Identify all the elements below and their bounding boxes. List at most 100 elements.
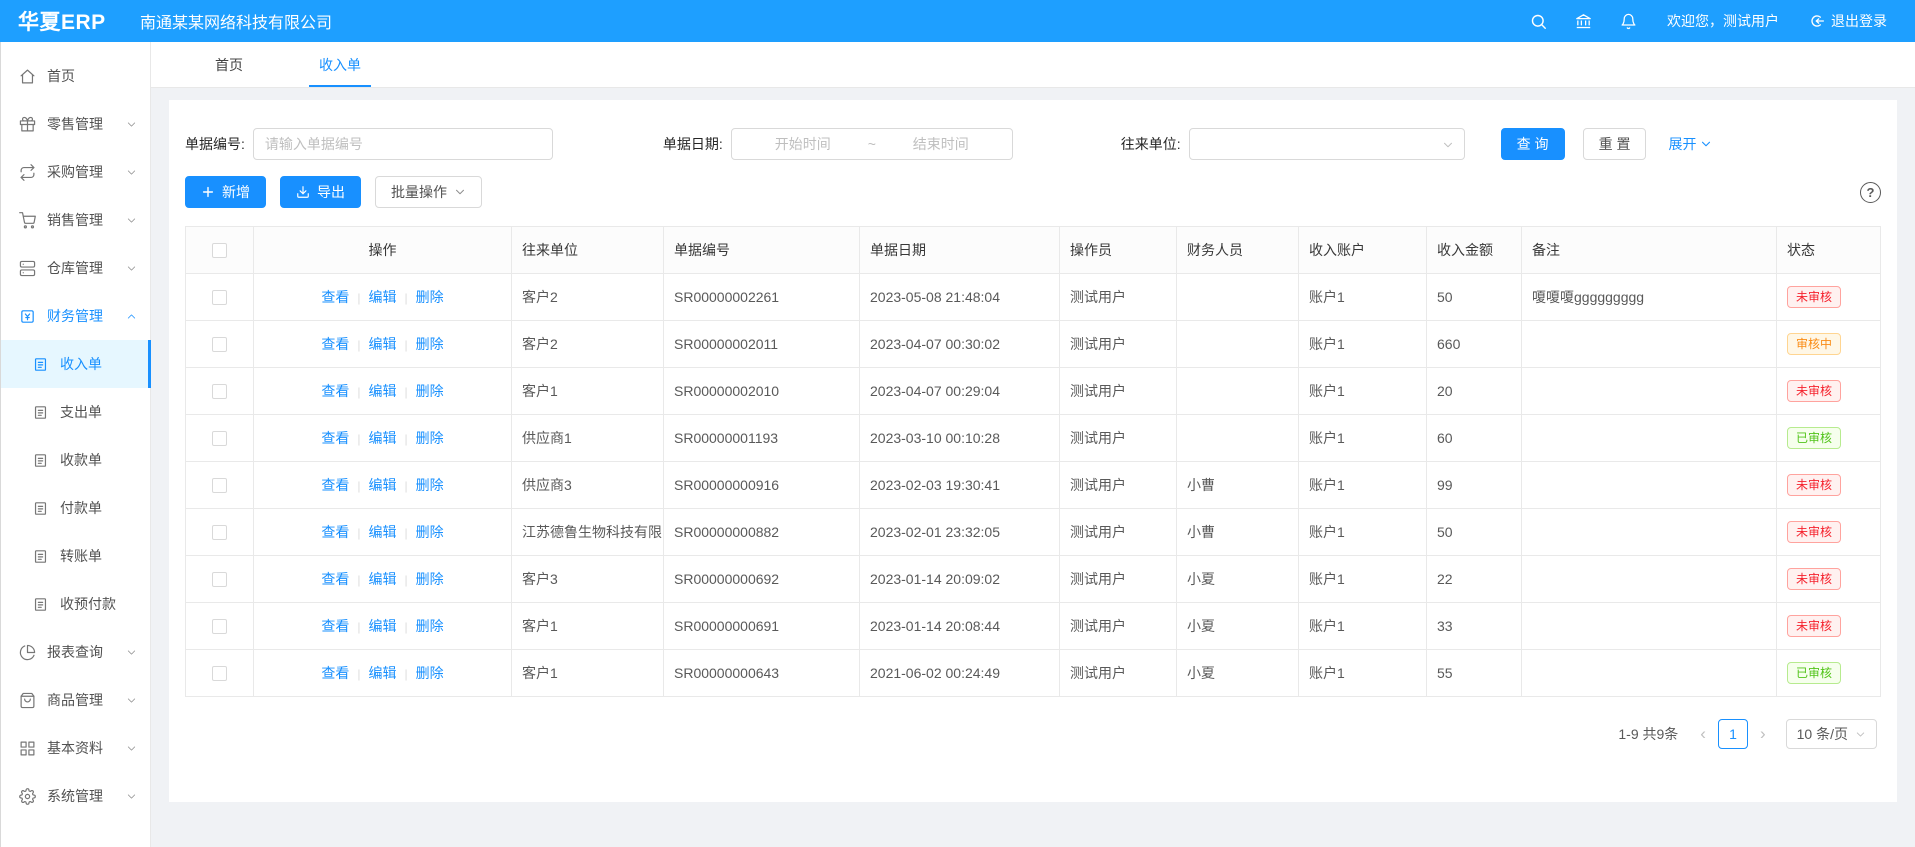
sidebar-item-goods[interactable]: 商品管理 bbox=[1, 676, 150, 724]
prev-page-button[interactable]: ‹ bbox=[1700, 724, 1706, 743]
sidebar-item-transfer-bill[interactable]: 转账单 bbox=[1, 532, 150, 580]
view-link[interactable]: 查看 bbox=[321, 665, 350, 681]
sidebar-item-retail[interactable]: 零售管理 bbox=[1, 100, 150, 148]
date-range-input[interactable]: 开始时间 ~ 结束时间 bbox=[730, 128, 1013, 160]
cell-status: 未审核 bbox=[1776, 273, 1881, 321]
bell-icon[interactable] bbox=[1620, 13, 1637, 30]
bank-icon[interactable] bbox=[1575, 13, 1592, 30]
sidebar-item-warehouse[interactable]: 仓库管理 bbox=[1, 244, 150, 292]
toolbar: 新增 导出 批量操作 ? bbox=[185, 176, 1881, 208]
delete-link[interactable]: 删除 bbox=[397, 383, 444, 399]
add-button[interactable]: 新增 bbox=[185, 176, 266, 208]
sidebar-item-finance[interactable]: 财务管理 bbox=[1, 292, 150, 340]
cell-account: 账户1 bbox=[1298, 602, 1427, 650]
view-link[interactable]: 查看 bbox=[321, 618, 350, 634]
sidebar-item-sales[interactable]: 销售管理 bbox=[1, 196, 150, 244]
sidebar-item-payment-bill[interactable]: 付款单 bbox=[1, 484, 150, 532]
row-checkbox[interactable] bbox=[212, 666, 227, 682]
delete-link[interactable]: 删除 bbox=[397, 477, 444, 493]
status-badge: 已审核 bbox=[1787, 661, 1842, 685]
page-size-select[interactable]: 10 条/页 bbox=[1785, 719, 1877, 749]
edit-link[interactable]: 编辑 bbox=[349, 477, 396, 493]
delete-link[interactable]: 删除 bbox=[397, 430, 444, 446]
cell-account: 账户1 bbox=[1298, 555, 1427, 603]
delete-link[interactable]: 删除 bbox=[397, 336, 444, 352]
column-header: 单据编号 bbox=[663, 226, 860, 274]
row-checkbox[interactable] bbox=[212, 384, 227, 400]
page-1-button[interactable]: 1 bbox=[1717, 719, 1748, 749]
row-checkbox[interactable] bbox=[212, 619, 227, 635]
delete-link[interactable]: 删除 bbox=[397, 289, 444, 305]
cell-bill-no: SR00000000691 bbox=[663, 602, 860, 650]
cell-bill-no: SR00000000916 bbox=[663, 461, 860, 509]
sidebar-item-label: 收预付款 bbox=[60, 596, 116, 612]
swap-icon bbox=[19, 163, 36, 181]
edit-link[interactable]: 编辑 bbox=[349, 618, 396, 634]
delete-link[interactable]: 删除 bbox=[397, 618, 444, 634]
export-button[interactable]: 导出 bbox=[280, 176, 361, 208]
view-link[interactable]: 查看 bbox=[321, 524, 350, 540]
cell-bill-no: SR00000002261 bbox=[663, 273, 860, 321]
edit-link[interactable]: 编辑 bbox=[349, 336, 396, 352]
bill-no-input[interactable] bbox=[252, 128, 553, 160]
edit-link[interactable]: 编辑 bbox=[349, 665, 396, 681]
sidebar-item-prepayment[interactable]: 收预付款 bbox=[1, 580, 150, 628]
column-header: 财务人员 bbox=[1176, 226, 1299, 274]
cell-operator: 测试用户 bbox=[1059, 273, 1177, 321]
edit-link[interactable]: 编辑 bbox=[349, 571, 396, 587]
edit-link[interactable]: 编辑 bbox=[349, 289, 396, 305]
tab-income-bill[interactable]: 收入单 bbox=[303, 42, 377, 87]
unit-select[interactable] bbox=[1188, 128, 1465, 160]
edit-link[interactable]: 编辑 bbox=[349, 383, 396, 399]
sidebar-item-reports[interactable]: 报表查询 bbox=[1, 628, 150, 676]
logout-button[interactable]: 退出登录 bbox=[1809, 11, 1887, 31]
cell-remark bbox=[1521, 414, 1777, 462]
sidebar-item-purchase[interactable]: 采购管理 bbox=[1, 148, 150, 196]
edit-link[interactable]: 编辑 bbox=[349, 524, 396, 540]
search-icon[interactable] bbox=[1530, 13, 1547, 30]
edit-link[interactable]: 编辑 bbox=[349, 430, 396, 446]
sidebar-item-system[interactable]: 系统管理 bbox=[1, 772, 150, 820]
delete-link[interactable]: 删除 bbox=[397, 524, 444, 540]
row-checkbox[interactable] bbox=[212, 478, 227, 494]
tab-home[interactable]: 首页 bbox=[215, 56, 243, 73]
view-link[interactable]: 查看 bbox=[321, 383, 350, 399]
cell-operator: 测试用户 bbox=[1059, 602, 1177, 650]
row-checkbox[interactable] bbox=[212, 337, 227, 353]
cell-finance-staff: 小夏 bbox=[1176, 602, 1299, 650]
delete-link[interactable]: 删除 bbox=[397, 665, 444, 681]
row-checkbox[interactable] bbox=[212, 290, 227, 306]
expand-link[interactable]: 展开 bbox=[1668, 134, 1712, 154]
row-checkbox[interactable] bbox=[212, 431, 227, 447]
view-link[interactable]: 查看 bbox=[321, 571, 350, 587]
batch-actions-button[interactable]: 批量操作 bbox=[375, 176, 482, 208]
cell-bill-no: SR00000000882 bbox=[663, 508, 860, 556]
delete-link[interactable]: 删除 bbox=[397, 571, 444, 587]
cell-bill-date: 2023-02-01 23:32:05 bbox=[859, 508, 1060, 556]
grid-icon bbox=[19, 740, 36, 757]
view-link[interactable]: 查看 bbox=[321, 477, 350, 493]
sidebar-item-income-bill[interactable]: 收入单 bbox=[1, 340, 151, 388]
view-link[interactable]: 查看 bbox=[321, 336, 350, 352]
sidebar-item-home[interactable]: 首页 bbox=[1, 52, 150, 100]
cell-amount: 50 bbox=[1426, 508, 1522, 556]
column-header: 收入账户 bbox=[1298, 226, 1427, 274]
view-link[interactable]: 查看 bbox=[321, 289, 350, 305]
row-checkbox[interactable] bbox=[212, 572, 227, 588]
reset-button[interactable]: 重 置 bbox=[1582, 128, 1647, 160]
view-link[interactable]: 查看 bbox=[321, 430, 350, 446]
row-actions: 查看编辑删除 bbox=[253, 320, 512, 368]
sidebar-item-basic-data[interactable]: 基本资料 bbox=[1, 724, 150, 772]
row-checkbox[interactable] bbox=[212, 525, 227, 541]
sidebar-item-receipt-bill[interactable]: 收款单 bbox=[1, 436, 150, 484]
cell-operator: 测试用户 bbox=[1059, 461, 1177, 509]
select-all-checkbox[interactable] bbox=[212, 243, 227, 259]
sidebar-item-expense-bill[interactable]: 支出单 bbox=[1, 388, 150, 436]
chevron-down-icon bbox=[126, 647, 137, 658]
search-button[interactable]: 查 询 bbox=[1500, 128, 1565, 160]
next-page-button[interactable]: › bbox=[1759, 724, 1766, 743]
cell-bill-no: SR00000000692 bbox=[663, 555, 860, 603]
table-row: 查看编辑删除江苏德鲁生物科技有限...SR000000008822023-02-… bbox=[185, 508, 1881, 556]
storage-icon bbox=[19, 260, 36, 277]
help-icon[interactable]: ? bbox=[1860, 181, 1881, 203]
